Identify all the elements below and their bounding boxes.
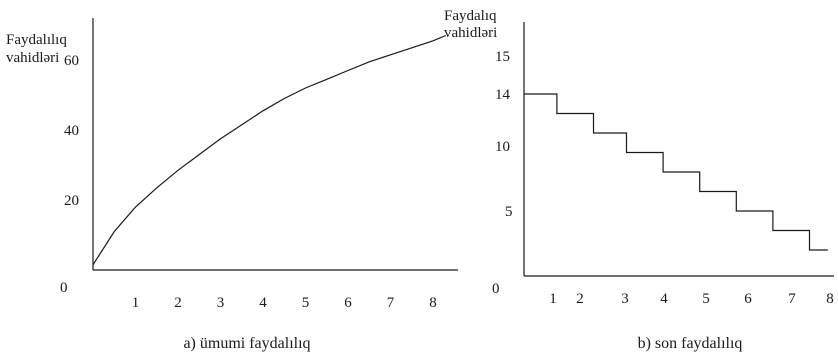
- x-tick-label: 4: [660, 291, 668, 307]
- y-tick-label: 5: [505, 204, 513, 220]
- y-tick-label: 60: [64, 53, 79, 69]
- chart-caption: a) ümumi faydalılıq: [183, 335, 310, 352]
- x-tick-labels: 1 2 3 4 5 6 7 8: [132, 295, 437, 311]
- x-tick-label: 3: [217, 295, 225, 311]
- x-tick-label: 6: [344, 295, 352, 311]
- x-tick-label: 3: [621, 291, 629, 307]
- x-tick-label: 6: [744, 291, 752, 307]
- x-tick-label: 1: [132, 295, 140, 311]
- x-tick-label: 4: [259, 295, 267, 311]
- marginal-utility-chart: Faydalıq vahidləri 0 5 10 14 15 1 2 3 4 5 6 7 8 b) …: [444, 8, 834, 352]
- x-tick-label: 2: [576, 291, 584, 307]
- y-axis-label-line2: vahidləri: [6, 50, 59, 66]
- y-tick-label: 14: [495, 87, 511, 103]
- y-tick-label: 20: [64, 193, 79, 209]
- y-axis-label-line2: vahidləri: [444, 25, 497, 41]
- x-tick-label: 7: [387, 295, 395, 311]
- y-tick-label: 40: [64, 123, 79, 139]
- x-tick-label: 5: [302, 295, 310, 311]
- y-axis-label-line1: Faydalılıq: [6, 32, 67, 48]
- x-tick-label: 7: [788, 291, 796, 307]
- x-tick-labels: 1 2 3 4 5 6 7 8: [549, 291, 834, 307]
- y-tick-labels: 0 5 10 14 15: [492, 49, 513, 297]
- y-tick-label: 10: [495, 139, 510, 155]
- chart-caption: b) son faydalılıq: [638, 335, 743, 352]
- x-tick-label: 8: [429, 295, 437, 311]
- y-tick-label: 0: [492, 281, 500, 297]
- y-axis-label-line1: Faydalıq: [444, 8, 497, 24]
- y-tick-labels: 0 20 40 60: [60, 53, 79, 296]
- x-tick-label: 2: [174, 295, 182, 311]
- x-tick-label: 5: [702, 291, 710, 307]
- x-tick-label: 1: [549, 291, 557, 307]
- x-tick-label: 8: [826, 291, 834, 307]
- y-tick-label: 15: [495, 49, 510, 65]
- marginal-utility-steps: [524, 93, 828, 251]
- y-tick-label: 0: [60, 280, 68, 296]
- total-utility-chart: Faydalılıq vahidləri 0 20 40 60 1 2 3 4 5 6 7 8 a)…: [6, 18, 458, 352]
- total-utility-curve: [92, 34, 447, 266]
